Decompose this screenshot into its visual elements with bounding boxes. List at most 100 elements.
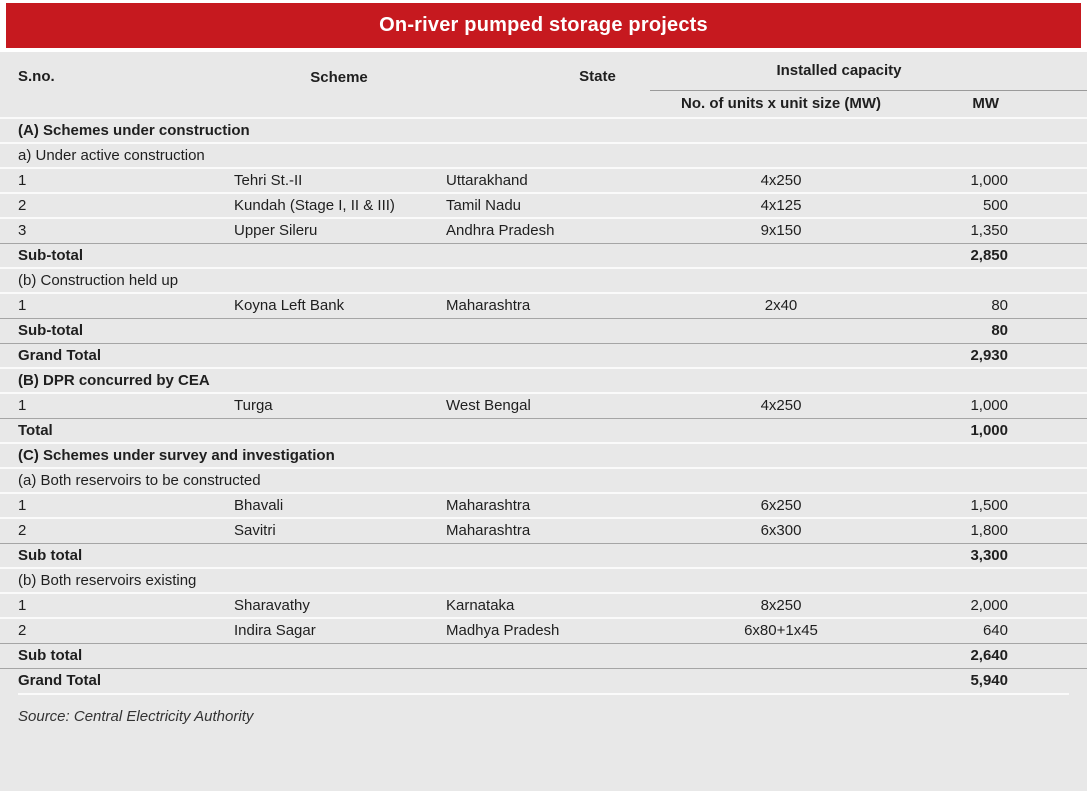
cell-mw: 500 [912, 192, 1087, 218]
cell-section-label: a) Under active construction [0, 142, 1087, 168]
cell-units: 4x125 [650, 192, 912, 218]
table-row-subsection: a) Under active construction [0, 142, 1087, 168]
col-header-installed-capacity: Installed capacity [650, 52, 1087, 91]
table-title: On-river pumped storage projects [379, 14, 708, 36]
table-row-data: 3 Upper Sileru Andhra Pradesh 9x150 1,350 [0, 217, 1087, 243]
cell-sno: 3 [0, 217, 233, 243]
cell-mw: 1,000 [912, 167, 1087, 193]
cell-total-label: Sub total [0, 542, 912, 568]
cell-state: West Bengal [445, 392, 650, 418]
cell-scheme: Upper Sileru [233, 217, 445, 243]
cell-mw: 3,300 [912, 542, 1087, 568]
cell-sno: 1 [0, 492, 233, 518]
table-row-data: 1 Tehri St.-II Uttarakhand 4x250 1,000 [0, 167, 1087, 193]
cell-sno: 2 [0, 192, 233, 218]
cell-scheme: Tehri St.-II [233, 167, 445, 193]
col-header-units: No. of units x unit size (MW) [681, 95, 881, 113]
source-note: Source: Central Electricity Authority [18, 693, 1069, 725]
table-row-total: Grand Total 5,940 [0, 667, 1087, 693]
cell-mw: 640 [912, 617, 1087, 643]
cell-units: 4x250 [650, 392, 912, 418]
cell-scheme: Indira Sagar [233, 617, 445, 643]
cell-units: 4x250 [650, 167, 912, 193]
table-row-total: Total 1,000 [0, 417, 1087, 443]
cell-units: 2x40 [650, 292, 912, 318]
table-row-data: 1 Koyna Left Bank Maharashtra 2x40 80 [0, 292, 1087, 318]
cell-mw: 1,800 [912, 517, 1087, 543]
cell-state: Tamil Nadu [445, 192, 650, 218]
cell-mw: 2,850 [912, 242, 1087, 268]
cell-mw: 1,000 [912, 417, 1087, 443]
table-row-total: Grand Total 2,930 [0, 342, 1087, 368]
table-row-subsection: (b) Both reservoirs existing [0, 567, 1087, 593]
cell-section-label: (B) DPR concurred by CEA [0, 367, 1087, 393]
cell-units: 8x250 [650, 592, 912, 618]
cell-total-label: Grand Total [0, 667, 912, 693]
cell-mw: 5,940 [912, 667, 1087, 693]
cell-mw: 2,640 [912, 642, 1087, 668]
table-header: S.no. Scheme State Installed capacity No… [0, 52, 1087, 118]
cell-sno: 2 [0, 617, 233, 643]
cell-state: Karnataka [445, 592, 650, 618]
cell-scheme: Kundah (Stage I, II & III) [233, 192, 445, 218]
table-area: S.no. Scheme State Installed capacity No… [0, 52, 1087, 791]
cell-section-label: (a) Both reservoirs to be constructed [0, 467, 1087, 493]
cell-state: Madhya Pradesh [445, 617, 650, 643]
cell-scheme: Turga [233, 392, 445, 418]
cell-units: 9x150 [650, 217, 912, 243]
source-text: Source: Central Electricity Authority [18, 708, 254, 725]
cell-section-label: (b) Both reservoirs existing [0, 567, 1087, 593]
cell-sno: 1 [0, 392, 233, 418]
cell-scheme: Bhavali [233, 492, 445, 518]
table-row-subsection: (b) Construction held up [0, 267, 1087, 293]
cell-total-label: Total [0, 417, 912, 443]
table-row-subsection: (a) Both reservoirs to be constructed [0, 467, 1087, 493]
cell-mw: 2,000 [912, 592, 1087, 618]
table-row-total: Sub-total 80 [0, 317, 1087, 343]
cell-total-label: Grand Total [0, 342, 912, 368]
col-header-mw: MW [972, 95, 999, 113]
col-header-sno: S.no. [18, 68, 55, 85]
cell-scheme: Savitri [233, 517, 445, 543]
table-row-total: Sub total 3,300 [0, 542, 1087, 568]
cell-section-label: (C) Schemes under survey and investigati… [0, 442, 1087, 468]
table-row-data: 2 Savitri Maharashtra 6x300 1,800 [0, 517, 1087, 543]
pumped-storage-table: S.no. Scheme State Installed capacity No… [0, 52, 1087, 693]
cell-units: 6x300 [650, 517, 912, 543]
col-header-state: State [579, 68, 616, 85]
cell-sno: 1 [0, 592, 233, 618]
table-title-banner: On-river pumped storage projects [6, 3, 1081, 48]
cell-mw: 80 [912, 317, 1087, 343]
cell-sno: 1 [0, 167, 233, 193]
cell-section-label: (b) Construction held up [0, 267, 1087, 293]
cell-scheme: Sharavathy [233, 592, 445, 618]
table-row-section: (C) Schemes under survey and investigati… [0, 442, 1087, 468]
table-row-data: 2 Indira Sagar Madhya Pradesh 6x80+1x45 640 [0, 617, 1087, 643]
cell-total-label: Sub-total [0, 242, 912, 268]
cell-state: Maharashtra [445, 292, 650, 318]
cell-state: Uttarakhand [445, 167, 650, 193]
table-body: (A) Schemes under construction a) Under a… [0, 117, 1087, 693]
cell-state: Maharashtra [445, 492, 650, 518]
cell-section-label: (A) Schemes under construction [0, 117, 1087, 143]
cell-mw: 2,930 [912, 342, 1087, 368]
table-row-data: 1 Bhavali Maharashtra 6x250 1,500 [0, 492, 1087, 518]
cell-sno: 2 [0, 517, 233, 543]
cell-mw: 1,500 [912, 492, 1087, 518]
cell-state: Maharashtra [445, 517, 650, 543]
table-row-section: (B) DPR concurred by CEA [0, 367, 1087, 393]
table-row-total: Sub total 2,640 [0, 642, 1087, 668]
cell-units: 6x80+1x45 [650, 617, 912, 643]
cell-mw: 1,000 [912, 392, 1087, 418]
table-row-data: 2 Kundah (Stage I, II & III) Tamil Nadu 4x1… [0, 192, 1087, 218]
cell-units: 6x250 [650, 492, 912, 518]
cell-sno: 1 [0, 292, 233, 318]
cell-mw: 80 [912, 292, 1087, 318]
table-row-data: 1 Turga West Bengal 4x250 1,000 [0, 392, 1087, 418]
table-row-section: (A) Schemes under construction [0, 117, 1087, 143]
col-header-scheme: Scheme [310, 68, 368, 86]
cell-scheme: Koyna Left Bank [233, 292, 445, 318]
table-row-data: 1 Sharavathy Karnataka 8x250 2,000 [0, 592, 1087, 618]
table-row-total: Sub-total 2,850 [0, 242, 1087, 268]
